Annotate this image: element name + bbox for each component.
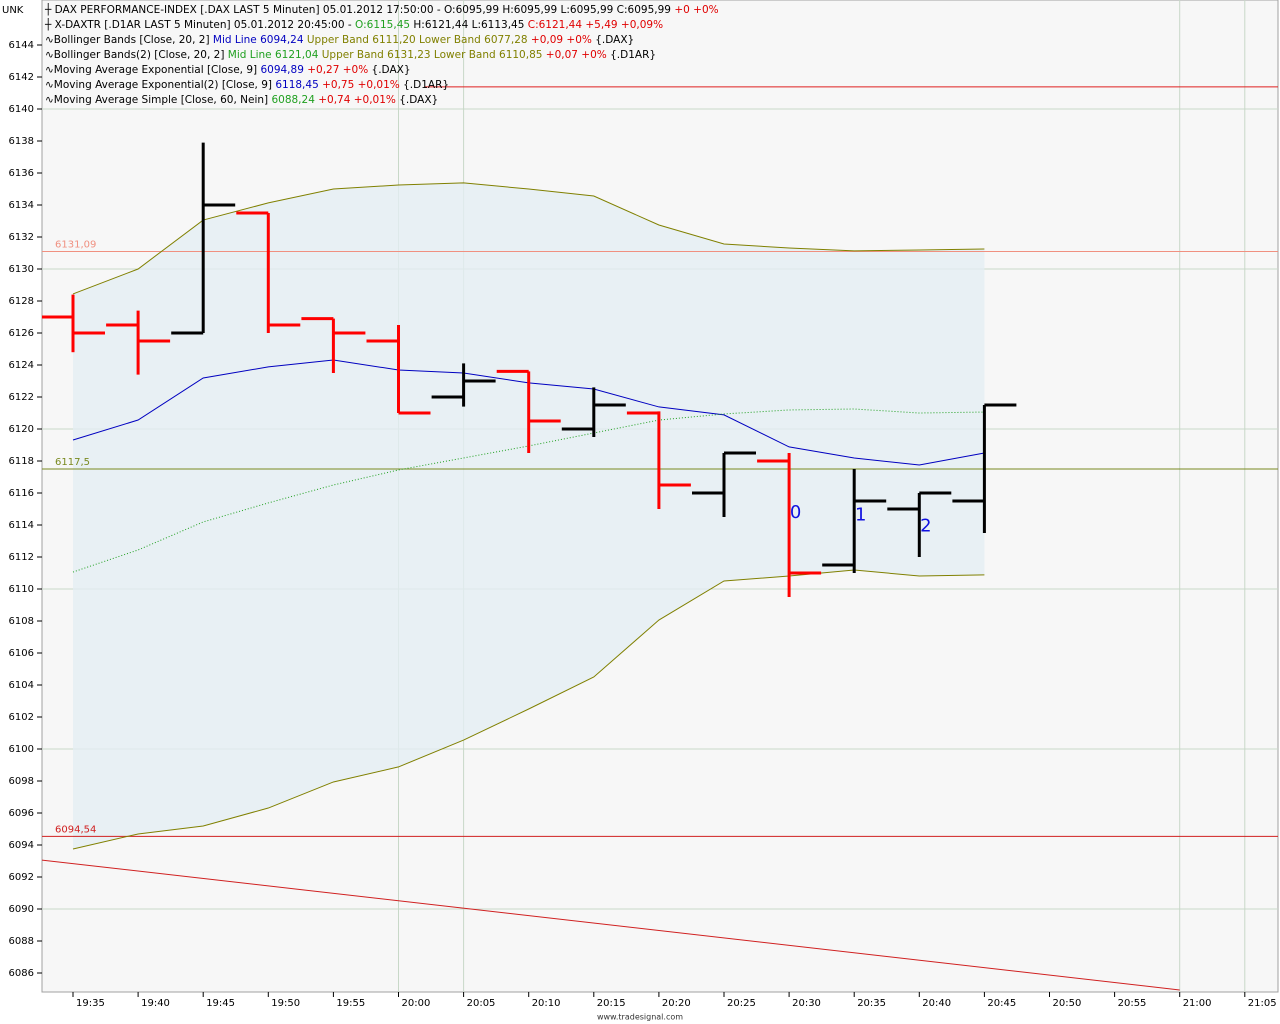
x-tick-label: 20:40 <box>922 998 951 1009</box>
y-tick-label: 6110 <box>9 584 34 595</box>
y-tick-label: 6090 <box>9 904 34 915</box>
x-tick-label: 20:05 <box>467 998 496 1009</box>
legend-segment: ∿Bollinger Bands [Close, 20, 2] <box>45 34 213 46</box>
y-tick-label: 6140 <box>9 104 34 115</box>
wave-label: 1 <box>855 504 866 525</box>
legend-segment: Upper Band 6131,23 Lower Band 6110,85 <box>322 49 546 61</box>
y-tick-label: 6142 <box>9 72 34 83</box>
legend-segment: ┼ DAX PERFORMANCE-INDEX [.DAX LAST 5 Min… <box>44 3 674 16</box>
y-tick-label: 6136 <box>9 168 34 179</box>
legend-segment: H:6121,44 L:6113,45 <box>410 19 528 31</box>
y-tick-label: 6094 <box>9 840 34 851</box>
legend-line: ∿Moving Average Simple [Close, 60, Nein]… <box>45 94 438 106</box>
y-tick-label: 6100 <box>9 744 34 755</box>
y-tick-label: 6118 <box>9 456 34 467</box>
y-tick-label: 6128 <box>9 296 34 307</box>
legend-segment: +0,09 +0% <box>531 34 592 46</box>
y-tick-label: 6114 <box>9 520 34 531</box>
x-tick-label: 20:20 <box>662 998 691 1009</box>
y-tick-label: 6134 <box>9 200 34 211</box>
level-label: 6094,54 <box>55 824 96 835</box>
x-tick-label: 21:00 <box>1183 998 1212 1009</box>
legend-segment: Mid Line 6121,04 <box>228 49 322 61</box>
legend-segment: {.D1AR} <box>400 79 449 91</box>
legend-line: ∿Bollinger Bands(2) [Close, 20, 2] Mid L… <box>45 49 656 61</box>
legend-segment: ∿Bollinger Bands(2) [Close, 20, 2] <box>45 49 228 61</box>
x-tick-label: 20:55 <box>1118 998 1147 1009</box>
legend-segment: +0,75 +0,01% <box>322 79 400 91</box>
y-tick-label: 6120 <box>9 424 34 435</box>
footer: www.tradesignal.com <box>597 1013 683 1022</box>
x-tick-label: 20:35 <box>857 998 886 1009</box>
axis-label: UNK <box>2 5 24 16</box>
legend-line: ┼ DAX PERFORMANCE-INDEX [.DAX LAST 5 Min… <box>44 3 719 16</box>
legend-segment: 6094,89 <box>260 64 307 76</box>
y-tick-label: 6092 <box>9 872 34 883</box>
legend-segment: Mid Line 6094,24 <box>213 34 307 46</box>
x-tick-label: 20:45 <box>987 998 1016 1009</box>
legend-segment: ∿Moving Average Simple [Close, 60, Nein] <box>45 94 271 106</box>
legend-segment: {.DAX} <box>396 94 438 106</box>
legend-segment: ∿Moving Average Exponential [Close, 9] <box>45 64 260 76</box>
legend-line: ∿Moving Average Exponential [Close, 9] 6… <box>45 64 411 76</box>
y-tick-label: 6096 <box>9 808 34 819</box>
legend-line: ∿Moving Average Exponential(2) [Close, 9… <box>45 79 449 91</box>
x-tick-label: 20:15 <box>597 998 626 1009</box>
legend-segment: Upper Band 6111,20 Lower Band 6077,28 <box>307 34 531 46</box>
legend-segment: {.D1AR} <box>607 49 656 61</box>
y-tick-label: 6112 <box>9 552 34 563</box>
plot: 6131,09 6117,5 6094,54 0 1 2 <box>42 0 1278 992</box>
x-tick-label: 21:05 <box>1248 998 1277 1009</box>
legend-segment: ∿Moving Average Exponential(2) [Close, 9… <box>45 79 275 91</box>
y-tick-label: 6124 <box>9 360 34 371</box>
x-tick-label: 20:50 <box>1053 998 1082 1009</box>
y-tick-label: 6132 <box>9 232 34 243</box>
legend-segment: ┼ X-DAXTR [.D1AR LAST 5 Minuten] 05.01.2… <box>44 18 355 31</box>
indicator-line <box>72 569 985 850</box>
y-tick-label: 6098 <box>9 776 34 787</box>
legend-segment: 6118,45 <box>275 79 322 91</box>
y-tick-label: 6126 <box>9 328 34 339</box>
y-tick-label: 6108 <box>9 616 34 627</box>
x-tick-label: 19:55 <box>336 998 365 1009</box>
y-tick-label: 6086 <box>9 968 34 979</box>
legend-segment: C:6121,44 +5,49 +0,09% <box>528 19 663 31</box>
level-label: 6131,09 <box>55 240 96 251</box>
x-tick-label: 20:00 <box>402 998 431 1009</box>
y-tick-label: 6144 <box>9 40 34 51</box>
band-fill <box>73 182 985 850</box>
y-tick-label: 6104 <box>9 680 34 691</box>
x-tick-label: 19:35 <box>76 998 105 1009</box>
legend-segment: +0,07 +0% <box>546 49 607 61</box>
trend-line <box>42 859 1180 991</box>
x-tick-label: 20:30 <box>792 998 821 1009</box>
legend-segment: {.DAX} <box>368 64 410 76</box>
legend-segment: +0 +0% <box>674 4 718 16</box>
y-tick-label: 6130 <box>9 264 34 275</box>
y-tick-label: 6106 <box>9 648 34 659</box>
wave-label: 0 <box>790 502 801 523</box>
x-tick-label: 19:40 <box>141 998 170 1009</box>
legend-segment: +0,27 +0% <box>307 64 368 76</box>
x-tick-label: 19:45 <box>206 998 235 1009</box>
y-tick-label: 6122 <box>9 392 34 403</box>
y-tick-label: 6138 <box>9 136 34 147</box>
x-tick-label: 19:50 <box>271 998 300 1009</box>
legend-segment: {.DAX} <box>592 34 634 46</box>
y-tick-label: 6116 <box>9 488 34 499</box>
legend-segment: O:6115,45 <box>355 19 410 31</box>
indicator-line <box>72 182 985 295</box>
wave-label: 2 <box>920 516 931 537</box>
legend-line: ┼ X-DAXTR [.D1AR LAST 5 Minuten] 05.01.2… <box>44 18 663 31</box>
y-tick-label: 6102 <box>9 712 34 723</box>
level-label: 6117,5 <box>55 457 90 468</box>
legend-segment: +0,74 +0,01% <box>318 94 396 106</box>
x-tick-label: 20:10 <box>532 998 561 1009</box>
legend-line: ∿Bollinger Bands [Close, 20, 2] Mid Line… <box>45 34 634 46</box>
x-tick-label: 20:25 <box>727 998 756 1009</box>
legend-segment: 6088,24 <box>271 94 318 106</box>
y-tick-label: 6088 <box>9 936 34 947</box>
